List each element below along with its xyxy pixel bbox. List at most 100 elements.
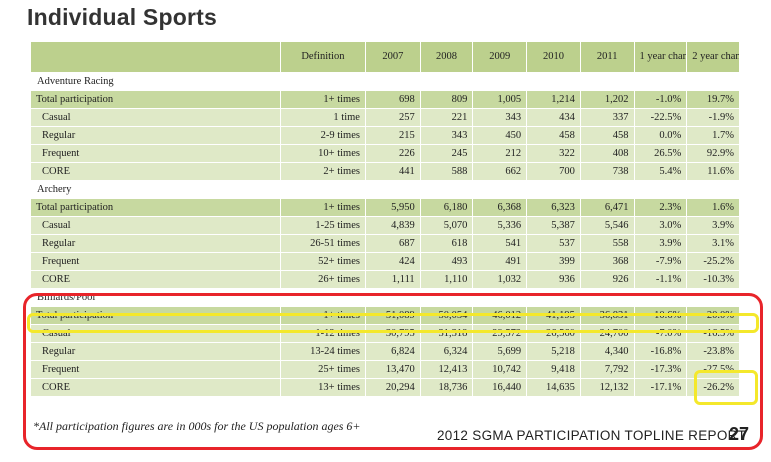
value-cell: 1,214 <box>526 90 581 109</box>
table-row: Casual 1 time 257 221 343 434 337 -22.5% -1.9% <box>31 108 740 127</box>
value-cell: 926 <box>580 270 635 289</box>
change-cell: -23.8% <box>686 342 740 361</box>
row-label: CORE <box>31 162 281 181</box>
change-cell: -20.0% <box>686 306 740 325</box>
change-cell: -10.6% <box>634 306 688 325</box>
table-row: Casual 1-25 times 4,839 5,070 5,336 5,387 5,54… <box>31 216 740 235</box>
column-header: 1 year change <box>634 42 688 73</box>
value-cell: 458 <box>580 126 635 145</box>
total-participation-row: Total participation 1+ times 51,089 50,054 4… <box>31 306 740 325</box>
value-cell: 257 <box>365 108 421 127</box>
change-cell: 3.9% <box>686 216 740 235</box>
value-cell: 5,070 <box>420 216 474 235</box>
change-cell: 19.7% <box>686 90 740 109</box>
value-cell: 5,699 <box>472 342 528 361</box>
value-cell: 4,340 <box>580 342 635 361</box>
value-cell: 1,110 <box>420 270 474 289</box>
column-header: 2007 <box>365 42 421 73</box>
group-header-row: Adventure Racing <box>31 72 740 91</box>
value-cell: 5,218 <box>526 342 581 361</box>
value-cell: 221 <box>420 108 474 127</box>
change-cell: 5.4% <box>634 162 688 181</box>
group-name: Adventure Racing <box>31 72 740 91</box>
table-row: CORE 2+ times 441 588 662 700 738 5.4% 11.6% <box>31 162 740 181</box>
group-name: Billiards/Pool <box>31 288 740 307</box>
value-cell: 441 <box>365 162 421 181</box>
value-cell: 5,950 <box>365 198 421 217</box>
value-cell: 493 <box>420 252 474 271</box>
row-definition: 1+ times <box>280 198 366 217</box>
value-cell: 14,635 <box>526 378 581 397</box>
value-cell: 5,336 <box>472 216 528 235</box>
table-row: Frequent 25+ times 13,470 12,413 10,742 9,418… <box>31 360 740 379</box>
value-cell: 541 <box>472 234 528 253</box>
row-definition: 25+ times <box>280 360 366 379</box>
row-label: Regular <box>31 126 281 145</box>
value-cell: 51,089 <box>365 306 421 325</box>
change-cell: -10.3% <box>686 270 740 289</box>
row-definition: 13-24 times <box>280 342 366 361</box>
change-cell: -17.1% <box>634 378 688 397</box>
value-cell: 30,795 <box>365 324 421 343</box>
change-cell: 3.9% <box>634 234 688 253</box>
value-cell: 424 <box>365 252 421 271</box>
value-cell: 245 <box>420 144 474 163</box>
value-cell: 4,839 <box>365 216 421 235</box>
row-definition: 2+ times <box>280 162 366 181</box>
value-cell: 434 <box>526 108 581 127</box>
row-definition: 1-12 times <box>280 324 366 343</box>
change-cell: -7.0% <box>634 324 688 343</box>
row-label: Total participation <box>31 90 281 109</box>
table-row: CORE 26+ times 1,111 1,110 1,032 936 926 -1.1% -… <box>31 270 740 289</box>
table-row: Casual 1-12 times 30,795 31,318 29,572 26,560… <box>31 324 740 343</box>
group-name: Archery <box>31 180 740 199</box>
row-label: Total participation <box>31 306 281 325</box>
footnote: *All participation figures are in 000s f… <box>33 419 361 433</box>
value-cell: 6,180 <box>420 198 474 217</box>
column-header <box>31 42 281 73</box>
row-label: Total participation <box>31 198 281 217</box>
value-cell: 12,132 <box>580 378 635 397</box>
value-cell: 6,368 <box>472 198 528 217</box>
value-cell: 343 <box>472 108 528 127</box>
column-header: Definition <box>280 42 366 73</box>
row-definition: 10+ times <box>280 144 366 163</box>
column-header: 2011 <box>580 42 635 73</box>
value-cell: 322 <box>526 144 581 163</box>
value-cell: 6,324 <box>420 342 474 361</box>
value-cell: 458 <box>526 126 581 145</box>
change-cell: 1.7% <box>686 126 740 145</box>
value-cell: 618 <box>420 234 474 253</box>
value-cell: 13,470 <box>365 360 421 379</box>
row-label: Casual <box>31 216 281 235</box>
change-cell: -26.2% <box>686 378 740 397</box>
row-definition: 13+ times <box>280 378 366 397</box>
change-cell: 1.6% <box>686 198 740 217</box>
row-definition: 52+ times <box>280 252 366 271</box>
row-label: Frequent <box>31 360 281 379</box>
value-cell: 7,792 <box>580 360 635 379</box>
value-cell: 5,546 <box>580 216 635 235</box>
row-label: CORE <box>31 378 281 397</box>
group-header-row: Billiards/Pool <box>31 288 740 307</box>
value-cell: 6,471 <box>580 198 635 217</box>
row-definition: 1 time <box>280 108 366 127</box>
value-cell: 687 <box>365 234 421 253</box>
value-cell: 12,413 <box>420 360 474 379</box>
value-cell: 5,387 <box>526 216 581 235</box>
value-cell: 6,323 <box>526 198 581 217</box>
row-definition: 26-51 times <box>280 234 366 253</box>
column-header: 2008 <box>420 42 474 73</box>
table-row: Regular 26-51 times 687 618 541 537 558 3.9% 3.1… <box>31 234 740 253</box>
value-cell: 212 <box>472 144 528 163</box>
value-cell: 662 <box>472 162 528 181</box>
value-cell: 558 <box>580 234 635 253</box>
row-label: Frequent <box>31 252 281 271</box>
value-cell: 226 <box>365 144 421 163</box>
column-header: 2009 <box>472 42 528 73</box>
row-definition: 1-25 times <box>280 216 366 235</box>
row-label: Regular <box>31 234 281 253</box>
table-row: Regular 2-9 times 215 343 450 458 458 0.0% 1.7% <box>31 126 740 145</box>
value-cell: 20,294 <box>365 378 421 397</box>
row-definition: 26+ times <box>280 270 366 289</box>
